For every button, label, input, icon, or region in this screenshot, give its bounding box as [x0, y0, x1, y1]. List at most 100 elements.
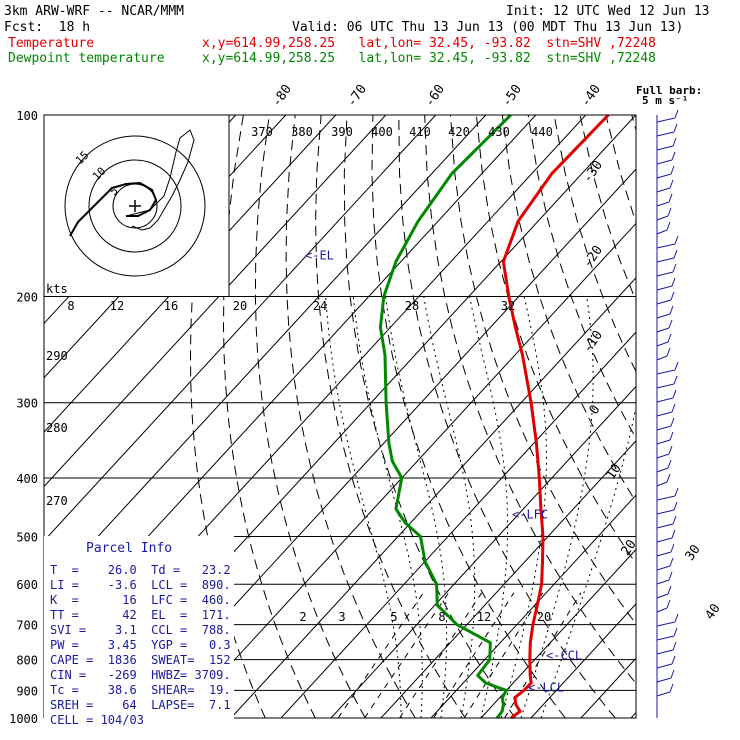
wind-barb	[656, 571, 673, 585]
isotherm-label: 0	[587, 402, 604, 417]
dry-adiabat-line	[710, 115, 740, 718]
pressure-tick-label: 800	[16, 654, 38, 668]
wind-barb	[656, 333, 672, 347]
isotherm-label: -80	[269, 82, 295, 110]
wind-barb	[656, 431, 674, 445]
dewpoint-profile	[378, 113, 512, 719]
wind-barb	[656, 501, 678, 515]
isotherm-line	[330, 385, 636, 718]
wind-barb	[656, 557, 674, 571]
wind-barb	[656, 347, 671, 361]
mixing-ratio-line	[433, 592, 515, 718]
dry-adiabat-line	[424, 115, 636, 685]
wind-barb	[656, 417, 675, 431]
isotherm-line	[180, 222, 636, 718]
wind-barb	[656, 445, 673, 459]
model-title: 3km ARW-WRF -- NCAR/MMM	[4, 4, 184, 19]
wind-barb	[656, 137, 677, 151]
moist-adiabat-line	[520, 296, 594, 718]
pressure-tick-label: 900	[16, 684, 38, 698]
parcel-info-box: Parcel Info T = 26.0 Td = 23.2 LI = -3.6…	[44, 536, 234, 732]
dry-adiabat-line	[315, 115, 466, 718]
level-marker-label: <-CCL	[546, 649, 582, 663]
wind-barb	[656, 263, 677, 277]
theta-label: 370	[251, 125, 273, 139]
parcel-row-li: LI = -3.6 LCL = 890.	[50, 578, 231, 592]
isotherm-line	[44, 115, 337, 433]
parcel-row-k: K = 16 LFC = 460.	[50, 593, 231, 607]
theta-label: 410	[409, 125, 431, 139]
wind-barb	[656, 249, 678, 263]
theta-label: 380	[291, 125, 313, 139]
isotherm-line	[44, 115, 487, 596]
wind-barb	[656, 655, 676, 669]
wind-barb	[656, 305, 674, 319]
adiabat-label: 280	[46, 421, 68, 435]
isotherm-label: -50	[499, 82, 525, 110]
wind-barb	[656, 669, 675, 683]
mixing-ratio-label: 12	[477, 610, 491, 624]
isotherm-line	[530, 603, 636, 718]
mixing-ratio-line	[504, 592, 582, 718]
isotherm-line	[44, 115, 437, 542]
isotherm-line	[630, 711, 636, 718]
parcel-row-tt: TT = 42 EL = 171.	[50, 608, 231, 622]
pressure-tick-label: 700	[16, 619, 38, 633]
isotherm-label: -30	[580, 158, 606, 186]
pressure-tick-label: 600	[16, 578, 38, 592]
dry-adiabat-line	[475, 115, 636, 565]
mixing-ratio-label: 3	[338, 610, 345, 624]
mixing-ratio-line	[364, 592, 449, 718]
dry-adiabat-line	[450, 115, 636, 625]
dry-adiabat-line	[527, 115, 636, 440]
mixing-ratio-line	[399, 592, 483, 718]
isotherm-label: 10	[603, 461, 624, 482]
wind-barb	[656, 207, 672, 221]
wind-barb	[656, 627, 678, 641]
dry-adiabat-line	[254, 115, 366, 718]
wind-barb	[656, 683, 674, 697]
isotherm-label: -20	[580, 243, 606, 271]
dry-adiabat-line	[605, 115, 636, 224]
hodograph-speed-label: 16	[164, 299, 178, 313]
mixing-ratio-line	[337, 592, 424, 718]
forecast-hour: Fcst: 18 h	[4, 20, 90, 35]
mixing-ratio-label: 8	[438, 610, 445, 624]
hodograph-speed-label: 24	[313, 299, 327, 313]
pressure-tick-label: 500	[16, 530, 38, 544]
wind-barb	[656, 291, 675, 305]
isotherm-label: 40	[702, 601, 723, 622]
dry-adiabat-line	[398, 115, 616, 718]
wind-barb	[656, 459, 672, 473]
isotherm-line	[480, 548, 636, 718]
dry-adiabat-line	[631, 115, 636, 133]
wind-barb	[656, 599, 671, 613]
dewpoint-legend-label: Dewpoint temperature	[8, 51, 165, 66]
dry-adiabat-line	[735, 115, 740, 718]
parcel-row-cin: CIN = -269 HWBZ= 3709.	[50, 668, 231, 682]
init-time: Init: 12 UTC Wed 12 Jun 13	[506, 4, 710, 19]
hodograph-ring	[88, 159, 182, 253]
isotherm-line	[280, 331, 636, 718]
hodograph-units-label: kts	[46, 282, 68, 296]
hodograph-trace-lower	[69, 181, 158, 237]
moist-adiabat-line	[540, 404, 636, 718]
isotherm-line	[230, 277, 636, 718]
wind-barb	[656, 641, 677, 655]
isotherm-line	[380, 440, 636, 718]
wind-barb	[656, 109, 679, 123]
hodograph-trace-upper	[125, 129, 195, 231]
parcel-row-tc: Tc = 38.6 SHEAR= 19.	[50, 683, 231, 697]
level-marker-label: <-EL	[305, 248, 334, 262]
temperature-legend-info: x,y=614.99,258.25 lat,lon= 32.45, -93.82…	[202, 36, 656, 51]
wind-barb	[656, 151, 676, 165]
hodograph-ring	[64, 135, 206, 277]
theta-label: 440	[531, 125, 553, 139]
dry-adiabat-line	[684, 115, 740, 718]
isotherm-label: 20	[618, 537, 639, 558]
wind-barb	[656, 319, 673, 333]
moist-adiabat-line	[423, 296, 476, 718]
isotherm-label: -40	[578, 82, 604, 110]
